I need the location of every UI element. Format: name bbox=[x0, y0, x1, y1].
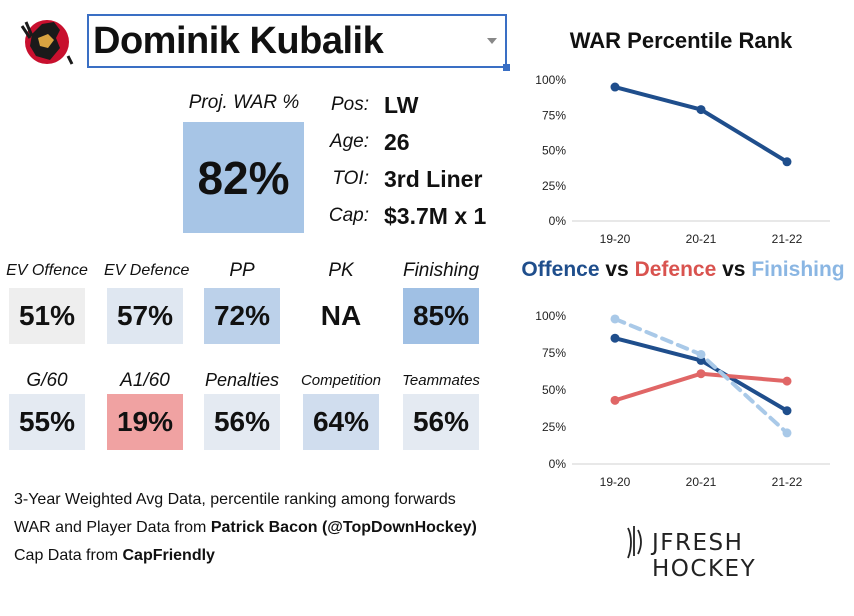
chart2-title-vs-1: vs bbox=[599, 258, 635, 281]
age-value: 26 bbox=[384, 129, 410, 155]
footer-notes: 3-Year Weighted Avg Data, percentile ran… bbox=[14, 486, 477, 570]
series-line-0 bbox=[613, 85, 789, 164]
selection-handle[interactable] bbox=[503, 64, 510, 71]
y-tick-label: 50% bbox=[542, 144, 566, 158]
data-point bbox=[610, 333, 620, 343]
x-tick-label: 20-21 bbox=[686, 232, 717, 246]
footer-line-1: 3-Year Weighted Avg Data, percentile ran… bbox=[14, 491, 456, 508]
data-point bbox=[610, 314, 620, 324]
y-tick-label: 50% bbox=[542, 383, 566, 397]
y-tick-label: 75% bbox=[542, 346, 566, 360]
finishing-value: 85% bbox=[403, 288, 479, 344]
footer-line-2: WAR and Player Data from Patrick Bacon (… bbox=[14, 514, 477, 542]
ev-offence-value: 51% bbox=[9, 288, 85, 344]
data-point bbox=[696, 369, 706, 379]
x-tick-label: 19-20 bbox=[600, 475, 631, 489]
y-tick-label: 75% bbox=[542, 108, 566, 122]
pk-label: PK bbox=[328, 260, 354, 281]
offence-defence-finishing-chart: 0% 25% 50% 75% 100% 19-20 20-21 21-22 bbox=[535, 309, 830, 489]
g60-label: G/60 bbox=[26, 370, 68, 391]
proj-war-label: Proj. WAR % bbox=[188, 92, 300, 113]
chart2-title-defence: Defence bbox=[634, 258, 717, 281]
pp-value: 72% bbox=[204, 288, 280, 344]
y-tick-label: 25% bbox=[542, 420, 566, 434]
teammates-label: Teammates bbox=[402, 372, 480, 389]
data-point bbox=[696, 105, 706, 115]
ev-defence-value: 57% bbox=[107, 288, 183, 344]
brand-text: JFRESH HOCKEY bbox=[652, 530, 757, 582]
brand-logo: JFRESH HOCKEY bbox=[622, 522, 844, 582]
chevron-down-icon[interactable] bbox=[487, 38, 497, 44]
ev-defence-label: EV Defence bbox=[104, 262, 190, 279]
x-tick-label: 21-22 bbox=[772, 475, 803, 489]
chart2-title: Offence vs Defence vs Finishing bbox=[518, 258, 848, 282]
a160-value: 19% bbox=[107, 394, 183, 450]
teammates-value: 56% bbox=[403, 394, 479, 450]
competition-value: 64% bbox=[303, 394, 379, 450]
finishing-label: Finishing bbox=[402, 260, 480, 281]
y-tick-label: 100% bbox=[535, 73, 566, 87]
chart2-title-vs-2: vs bbox=[716, 258, 752, 281]
footer-line-3-source: CapFriendly bbox=[122, 547, 215, 564]
penalties-label: Penalties bbox=[204, 370, 280, 390]
brand-mark-icon bbox=[627, 526, 642, 559]
x-tick-label: 21-22 bbox=[772, 232, 803, 246]
y-tick-label: 0% bbox=[549, 214, 567, 228]
player-name: Dominik Kubalik bbox=[93, 20, 384, 62]
data-point bbox=[782, 428, 792, 438]
x-tick-label: 20-21 bbox=[686, 475, 717, 489]
a160-label: A1/60 bbox=[120, 370, 170, 391]
proj-war-value: 82% bbox=[183, 122, 304, 233]
cap-value: $3.7M x 1 bbox=[384, 203, 487, 229]
player-select[interactable]: Dominik Kubalik bbox=[87, 14, 510, 71]
cap-label: Cap: bbox=[328, 205, 369, 226]
war-percentile-chart: 0% 25% 50% 75% 100% 19-20 20-21 21-22 bbox=[535, 73, 830, 246]
pp-label: PP bbox=[229, 260, 255, 281]
data-point bbox=[610, 82, 620, 92]
pos-value: LW bbox=[384, 92, 419, 118]
toi-value: 3rd Liner bbox=[384, 166, 483, 192]
y-tick-label: 25% bbox=[542, 179, 566, 193]
footer-line-3: Cap Data from CapFriendly bbox=[14, 542, 477, 570]
data-point bbox=[610, 395, 620, 405]
toi-label: TOI: bbox=[332, 168, 369, 189]
chart2-title-offence: Offence bbox=[521, 258, 600, 281]
footer-line-2-source: Patrick Bacon (@TopDownHockey) bbox=[210, 519, 477, 536]
footer-line-3-prefix: Cap Data from bbox=[14, 547, 123, 564]
age-label: Age: bbox=[329, 131, 369, 152]
data-point bbox=[782, 406, 792, 416]
team-logo bbox=[20, 16, 74, 66]
g60-value: 55% bbox=[9, 394, 85, 450]
y-tick-label: 0% bbox=[549, 457, 567, 471]
data-point bbox=[782, 157, 792, 167]
chart1-title: WAR Percentile Rank bbox=[569, 28, 793, 53]
x-tick-label: 19-20 bbox=[600, 232, 631, 246]
data-point bbox=[696, 349, 706, 359]
y-tick-label: 100% bbox=[535, 309, 566, 323]
chart2-title-finishing: Finishing bbox=[751, 258, 845, 281]
penalties-value: 56% bbox=[204, 394, 280, 450]
pk-value: NA bbox=[303, 288, 379, 344]
pos-label: Pos: bbox=[330, 94, 369, 115]
footer-line-2-prefix: WAR and Player Data from bbox=[14, 519, 211, 536]
competition-label: Competition bbox=[300, 372, 382, 389]
data-point bbox=[782, 376, 792, 386]
ev-offence-label: EV Offence bbox=[6, 262, 88, 279]
